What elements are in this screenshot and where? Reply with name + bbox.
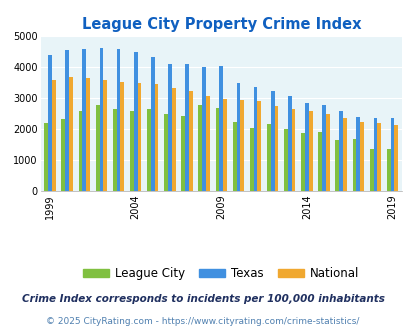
Bar xyxy=(137,83,141,191)
Bar xyxy=(291,109,295,191)
Bar xyxy=(185,64,188,191)
Bar xyxy=(321,105,325,191)
Bar xyxy=(99,48,103,191)
Bar xyxy=(205,96,209,191)
Bar xyxy=(270,91,274,191)
Bar xyxy=(130,111,133,191)
Bar xyxy=(376,123,380,191)
Bar xyxy=(249,128,253,191)
Bar xyxy=(356,117,359,191)
Bar xyxy=(48,55,52,191)
Bar xyxy=(147,109,151,191)
Bar xyxy=(301,133,304,191)
Bar xyxy=(369,148,373,191)
Bar xyxy=(393,125,397,191)
Bar xyxy=(202,67,205,191)
Bar xyxy=(61,118,65,191)
Bar xyxy=(308,111,312,191)
Bar xyxy=(171,88,175,191)
Text: Crime Index corresponds to incidents per 100,000 inhabitants: Crime Index corresponds to incidents per… xyxy=(21,294,384,304)
Bar xyxy=(325,114,329,191)
Bar xyxy=(86,78,90,191)
Bar xyxy=(342,118,346,191)
Bar xyxy=(164,114,168,191)
Bar xyxy=(154,84,158,191)
Bar xyxy=(232,122,236,191)
Bar xyxy=(339,111,342,191)
Bar xyxy=(52,80,55,191)
Bar xyxy=(240,100,243,191)
Legend: League City, Texas, National: League City, Texas, National xyxy=(78,262,363,285)
Bar xyxy=(266,124,270,191)
Bar xyxy=(69,77,72,191)
Bar xyxy=(219,66,223,191)
Bar xyxy=(116,49,120,191)
Bar xyxy=(257,101,260,191)
Bar xyxy=(386,149,390,191)
Bar xyxy=(390,118,393,191)
Bar xyxy=(215,108,219,191)
Bar xyxy=(65,50,69,191)
Bar xyxy=(113,109,116,191)
Bar xyxy=(223,99,226,191)
Bar xyxy=(188,91,192,191)
Bar xyxy=(96,105,99,191)
Bar xyxy=(151,57,154,191)
Bar xyxy=(120,82,124,191)
Bar xyxy=(284,129,287,191)
Bar xyxy=(352,139,356,191)
Bar xyxy=(236,83,240,191)
Bar xyxy=(318,132,321,191)
Bar xyxy=(168,64,171,191)
Bar xyxy=(287,96,291,191)
Bar xyxy=(198,105,202,191)
Bar xyxy=(359,122,363,191)
Bar xyxy=(274,106,277,191)
Bar xyxy=(44,123,48,191)
Bar xyxy=(373,117,376,191)
Bar xyxy=(304,103,308,191)
Bar xyxy=(103,80,107,191)
Bar xyxy=(79,111,82,191)
Bar xyxy=(253,86,257,191)
Bar xyxy=(335,140,339,191)
Title: League City Property Crime Index: League City Property Crime Index xyxy=(81,17,360,32)
Text: © 2025 CityRating.com - https://www.cityrating.com/crime-statistics/: © 2025 CityRating.com - https://www.city… xyxy=(46,317,359,326)
Bar xyxy=(133,52,137,191)
Bar xyxy=(82,49,86,191)
Bar xyxy=(181,116,185,191)
